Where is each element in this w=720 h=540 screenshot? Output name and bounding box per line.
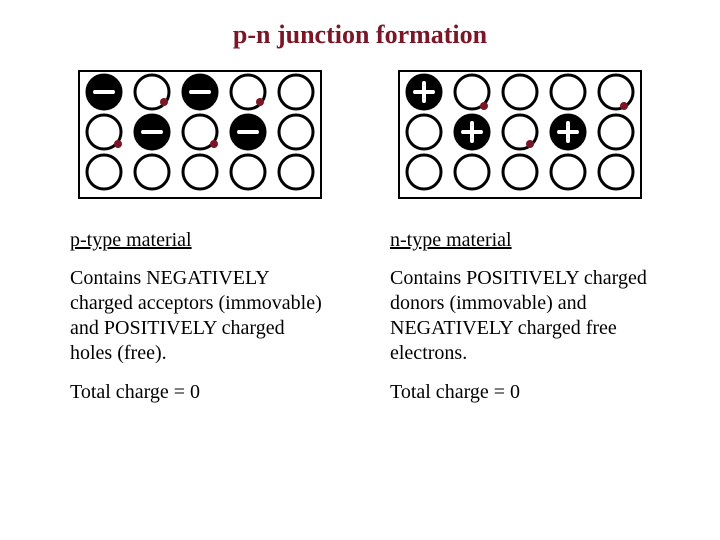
p-type-description: Contains NEGATIVELY charged acceptors (i…: [70, 266, 330, 366]
page-title: p-n junction formation: [0, 0, 720, 70]
p-type-column: p-type material Contains NEGATIVELY char…: [70, 229, 330, 419]
n-type-description: Contains POSITIVELY charged donors (immo…: [390, 266, 650, 366]
p-lattice-svg: [80, 72, 320, 192]
text-columns: p-type material Contains NEGATIVELY char…: [0, 229, 720, 419]
n-type-lattice: [398, 70, 642, 199]
n-type-heading: n-type material: [390, 229, 650, 252]
diagrams-row: [0, 70, 720, 199]
n-lattice-svg: [400, 72, 640, 192]
n-type-column: n-type material Contains POSITIVELY char…: [390, 229, 650, 419]
p-type-heading: p-type material: [70, 229, 330, 252]
p-type-total: Total charge = 0: [70, 380, 330, 405]
n-type-total: Total charge = 0: [390, 380, 650, 405]
p-type-lattice: [78, 70, 322, 199]
